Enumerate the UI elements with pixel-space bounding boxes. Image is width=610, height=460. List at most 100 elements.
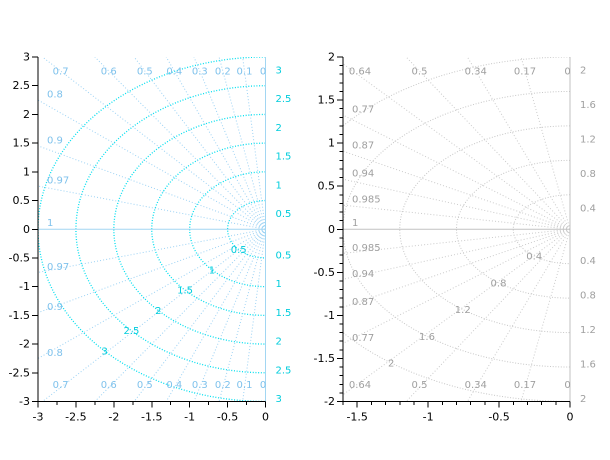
sgrid-plot-right: 0.17 0.17 0.34 0.34 0.5 0.5 0.64 0.64 0.77 0.77 0.… <box>314 51 596 424</box>
wn-side-label: 2.5 <box>276 365 292 376</box>
wn-side-label: 0.4 <box>580 256 596 267</box>
zeta-line <box>343 228 570 396</box>
zeta-zero-label: 0 <box>564 67 570 78</box>
zeta-label: 0.5 <box>412 67 428 78</box>
zeta-line <box>242 229 266 402</box>
zeta-label: 0.985 <box>352 195 381 206</box>
zeta-line <box>343 228 570 344</box>
zeta-label: 0.77 <box>352 105 374 116</box>
wn-label: 1.2 <box>455 305 471 316</box>
y-tick-label: -0.5 <box>9 251 30 264</box>
zeta-label: 0.87 <box>352 297 374 308</box>
zeta-line <box>38 185 266 230</box>
wn-side-label: 0.8 <box>580 169 596 180</box>
zeta-one-label: 1 <box>47 218 53 229</box>
y-tick-label: -2 <box>19 338 30 351</box>
wn-side-label: 0.5 <box>276 250 292 261</box>
zeta-label: 0.5 <box>412 380 428 391</box>
zeta-line <box>405 228 570 402</box>
wn-label: 1 <box>209 265 215 276</box>
zeta-zero-label: 0 <box>564 380 570 391</box>
y-tick-label: -2.5 <box>9 366 30 379</box>
zeta-label: 0.17 <box>514 67 536 78</box>
x-tick-label: 0 <box>262 411 269 424</box>
wn-label: 0.8 <box>491 278 507 289</box>
wn-side-label: 3 <box>276 66 282 77</box>
y-tick-label: -1 <box>324 309 335 322</box>
y-tick-label: 0 <box>328 223 335 236</box>
zeta-label: 0.1 <box>237 380 253 391</box>
zeta-label: 0.94 <box>352 269 374 280</box>
wn-circle <box>399 125 570 334</box>
zeta-line <box>343 114 570 230</box>
zeta-label: 0.985 <box>352 243 381 254</box>
wn-side-label: 2 <box>276 123 282 134</box>
y-tick-label: 0.5 <box>13 194 31 207</box>
zeta-label: 0.2 <box>215 67 231 78</box>
zeta-label: 0.4 <box>166 67 182 78</box>
axes <box>337 56 571 408</box>
zeta-line <box>242 57 266 230</box>
y-tick-label: 1.5 <box>318 94 336 107</box>
zeta-line <box>343 150 570 230</box>
x-tick-label: -0.5 <box>488 411 509 424</box>
wn-side-label: 3 <box>276 394 282 405</box>
y-tick-label: 1.5 <box>13 137 31 150</box>
zeta-line <box>343 204 570 230</box>
y-tick-label: 2.5 <box>13 79 31 92</box>
zeta-line <box>343 228 570 254</box>
zeta-line <box>133 228 266 402</box>
zeta-line <box>38 228 266 273</box>
zeta-label: 0.9 <box>47 302 63 313</box>
zeta-label: 0.8 <box>47 348 63 359</box>
wn-label: 1.6 <box>419 332 435 343</box>
wn-side-label: 1.2 <box>580 134 596 145</box>
wn-label: 0.5 <box>231 245 247 256</box>
zeta-line <box>165 57 266 230</box>
zeta-label: 0.4 <box>166 380 182 391</box>
zeta-label: 0.9 <box>47 135 63 146</box>
zeta-zero-label: 0 <box>260 67 266 78</box>
zeta-line <box>520 229 570 402</box>
zeta-line <box>193 57 266 230</box>
zeta-label: 0.5 <box>137 67 153 78</box>
zeta-label: 0.6 <box>101 380 117 391</box>
y-tick-label: 2 <box>23 108 30 121</box>
y-tick-label: 1 <box>328 137 335 150</box>
zeta-line <box>133 57 266 230</box>
wn-side-label: 2.5 <box>276 94 292 105</box>
x-tick-label: -0.5 <box>217 411 238 424</box>
grid-lines <box>343 57 570 402</box>
wn-side-label: 1 <box>276 180 282 191</box>
wn-side-label: 2 <box>276 337 282 348</box>
x-tick-label: -1.5 <box>141 411 162 424</box>
x-tick-label: 0 <box>567 411 574 424</box>
y-tick-label: 0 <box>23 223 30 236</box>
wn-side-label: 1.6 <box>580 360 596 371</box>
wn-side-label: 1.5 <box>276 152 292 163</box>
zeta-line <box>193 229 266 402</box>
y-tick-label: -1.5 <box>9 309 30 322</box>
x-tick-label: -1 <box>423 411 434 424</box>
y-tick-label: 1 <box>23 165 30 178</box>
zeta-label: 0.17 <box>514 380 536 391</box>
zeta-label: 0.97 <box>47 176 69 187</box>
y-tick-label: -0.5 <box>314 266 335 279</box>
wn-side-label: 1.6 <box>580 100 596 111</box>
zeta-label: 0.7 <box>53 67 69 78</box>
zeta-line <box>218 57 266 230</box>
zeta-label: 0.87 <box>352 141 374 152</box>
zeta-line <box>38 228 266 314</box>
wn-label: 1.5 <box>177 286 193 297</box>
y-tick-label: -3 <box>19 395 30 408</box>
zeta-one-label: 1 <box>352 218 358 229</box>
wn-side-label: 2 <box>580 66 586 77</box>
zeta-line <box>38 99 266 230</box>
zeta-line <box>520 57 570 230</box>
zeta-line <box>94 57 266 230</box>
wn-circle <box>38 57 266 402</box>
wn-side-label: 0.4 <box>580 203 596 214</box>
y-tick-label: 0.5 <box>318 180 336 193</box>
